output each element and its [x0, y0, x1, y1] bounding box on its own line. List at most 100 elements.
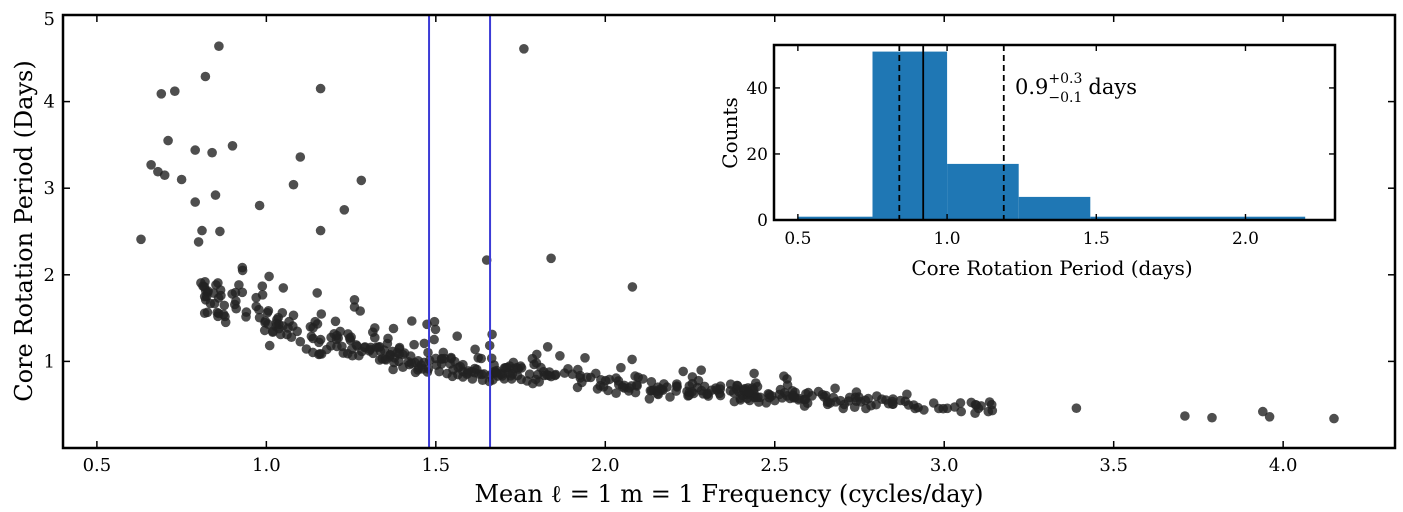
scatter-point — [419, 338, 430, 349]
scatter-point — [895, 395, 906, 406]
scatter-point — [1258, 406, 1268, 417]
scatter-point — [462, 369, 472, 380]
scatter-point — [254, 200, 265, 211]
scatter-point — [775, 384, 786, 395]
scatter-point — [197, 225, 207, 236]
inset-x-ticks: 0.5 1.0 1.5 2.0 — [784, 45, 1259, 249]
scatter-point — [176, 174, 187, 185]
x-tick-label: 0.5 — [83, 455, 112, 476]
scatter-point — [580, 353, 590, 363]
scatter-point — [563, 364, 573, 374]
scatter-point — [822, 397, 833, 407]
scatter-point — [382, 338, 393, 349]
scatter-point — [163, 135, 173, 146]
scatter-point — [802, 398, 813, 409]
scatter-point — [632, 381, 642, 391]
scatter-point — [693, 375, 704, 386]
inset-x-tick-label: 1.5 — [1083, 229, 1110, 249]
scatter-points — [136, 41, 1339, 424]
scatter-point — [295, 336, 306, 347]
scatter-point — [627, 354, 637, 365]
inset-histogram: 0.5 1.0 1.5 2.0 0 20 40 Core Rotation Period … — [718, 43, 1337, 280]
scatter-point — [370, 332, 380, 343]
scatter-point — [851, 387, 862, 397]
scatter-point — [616, 362, 626, 373]
scatter-point — [257, 281, 268, 292]
scatter-point — [231, 303, 241, 314]
scatter-point — [687, 387, 697, 397]
histogram-bar — [797, 216, 873, 220]
inset-x-tick-label: 0.5 — [784, 229, 811, 249]
scatter-point — [714, 388, 725, 399]
histogram-bar — [872, 51, 948, 220]
inset-x-tick-label: 1.0 — [934, 229, 961, 249]
scatter-point — [782, 374, 792, 384]
scatter-point — [190, 197, 200, 207]
scatter-point — [370, 323, 380, 333]
scatter-point — [883, 398, 894, 409]
main-x-axis-label: Mean ℓ = 1 m = 1 Frequency (cycles/day) — [474, 480, 983, 508]
scatter-point — [477, 375, 488, 386]
scatter-point — [519, 44, 529, 54]
main-y-axis-label: Core Rotation Period (Days) — [10, 60, 38, 401]
scatter-point — [312, 319, 323, 329]
scatter-point — [237, 265, 248, 276]
scatter-point — [210, 190, 221, 200]
scatter-point — [476, 353, 487, 364]
scatter-point — [371, 342, 382, 353]
scatter-point — [544, 370, 554, 381]
scatter-point — [200, 277, 210, 287]
scatter-point — [1180, 411, 1190, 421]
inset-y-axis-label: Counts — [718, 97, 742, 168]
scatter-point — [577, 377, 587, 388]
scatter-point — [406, 358, 417, 369]
main-plot-frame — [61, 13, 1397, 450]
scatter-point — [316, 349, 327, 359]
scatter-point — [237, 287, 248, 298]
scatter-point — [573, 364, 583, 375]
y-tick-label: 4 — [44, 92, 55, 113]
scatter-point — [214, 41, 224, 51]
scatter-point — [211, 280, 221, 290]
y-tick-label: 1 — [44, 351, 55, 372]
scatter-point — [470, 344, 480, 355]
scatter-point — [1071, 403, 1082, 414]
x-tick-label: 2.0 — [591, 455, 620, 476]
histogram-bar — [1090, 216, 1306, 220]
scatter-point — [903, 400, 914, 410]
scatter-point — [332, 330, 342, 341]
scatter-point — [627, 282, 638, 292]
x-tick-label: 3.0 — [930, 455, 959, 476]
y-tick-label: 2 — [44, 265, 55, 286]
scatter-point — [241, 307, 252, 317]
scatter-point — [522, 376, 532, 386]
scatter-point — [743, 387, 754, 397]
scatter-point — [356, 175, 367, 186]
histogram-bar — [947, 163, 1019, 220]
scatter-point — [422, 319, 432, 330]
scatter-point — [388, 364, 398, 375]
scatter-point — [423, 347, 433, 358]
scatter-point — [513, 364, 523, 374]
scatter-point — [272, 314, 282, 325]
scatter-point — [347, 344, 357, 355]
scatter-point — [938, 403, 948, 414]
period-annotation: 0.9+0.3 −0.1 days — [1015, 71, 1137, 106]
reference-lines — [428, 15, 492, 448]
scatter-point — [1264, 412, 1275, 422]
inset-y-ticks: 0 20 40 — [746, 79, 1335, 231]
scatter-point — [262, 307, 273, 318]
scatter-point — [202, 307, 213, 318]
scatter-point — [919, 405, 929, 415]
scatter-point — [527, 353, 538, 364]
x-tick-label: 1.5 — [422, 455, 451, 476]
inset-y-tick-label: 40 — [746, 79, 768, 99]
inset-frame — [772, 43, 1337, 222]
x-tick-label: 1.0 — [252, 455, 281, 476]
y-tick-label: 5 — [44, 9, 55, 30]
scatter-point — [288, 179, 299, 190]
median-interval-lines — [898, 45, 1005, 220]
scatter-point — [696, 385, 707, 396]
scatter-point — [646, 377, 657, 387]
scatter-point — [487, 329, 497, 340]
